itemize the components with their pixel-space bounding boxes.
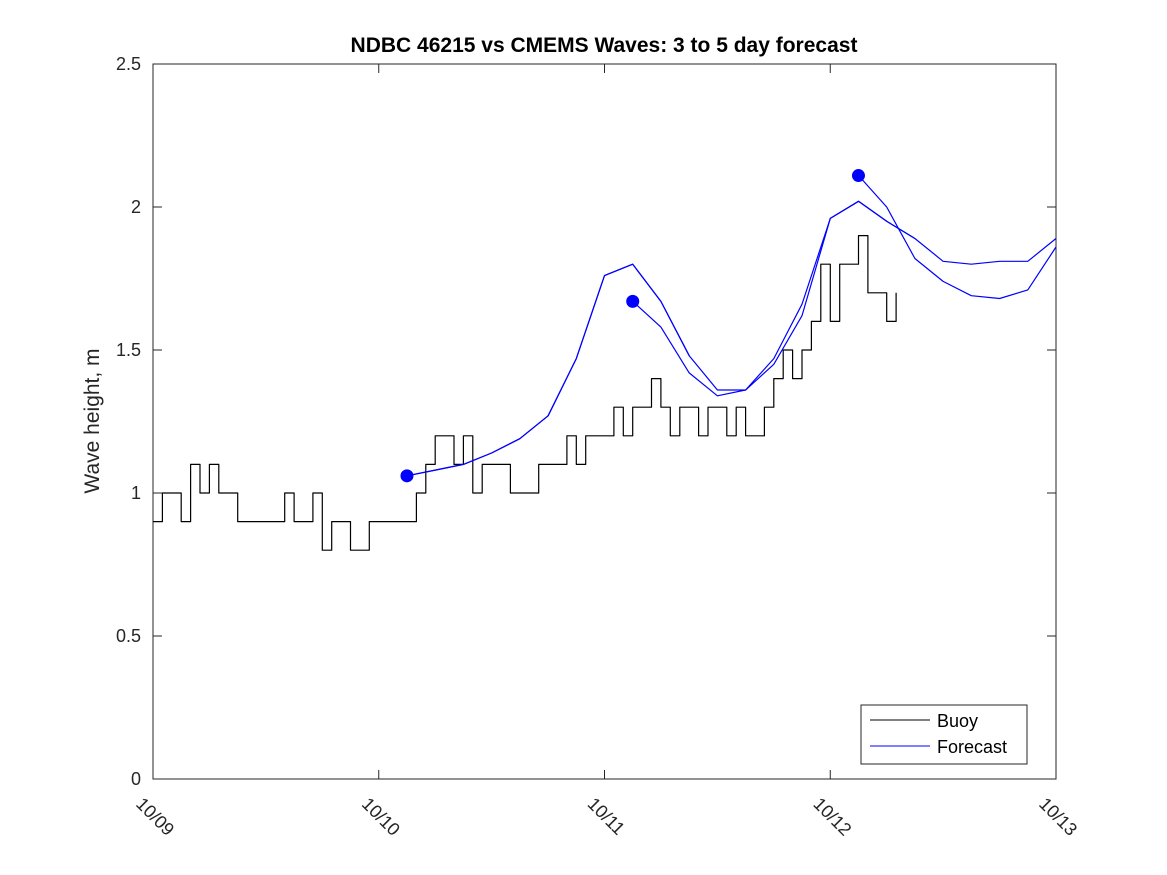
forecast-start-marker: [626, 294, 640, 308]
legend-buoy-label: Buoy: [937, 711, 978, 731]
forecast-run-line-2: [632, 200, 916, 397]
legend-forecast-label: Forecast: [937, 737, 1007, 757]
forecast-start-marker: [400, 469, 414, 483]
y-tick-label: 1: [131, 483, 141, 503]
plot-area: [152, 63, 1057, 780]
forecast-start-marker: [851, 169, 865, 183]
y-axis-label: Wave height, m: [81, 348, 104, 493]
y-tick-label: 1.5: [116, 340, 141, 360]
legend: Buoy Forecast: [860, 704, 1028, 765]
buoy-series-line: [153, 235, 897, 551]
legend-box: [860, 704, 1028, 765]
y-tick-label: 2: [131, 197, 141, 217]
y-tick-label: 0: [131, 769, 141, 789]
series-layer: [153, 169, 1057, 551]
y-axis: 0 0.5 1 1.5 2 2.5: [116, 54, 1056, 789]
chart-title: NDBC 46215 vs CMEMS Waves: 3 to 5 day fo…: [351, 34, 858, 57]
y-tick-label: 0.5: [116, 626, 141, 646]
forecast-run-line-1: [406, 263, 690, 477]
forecast-run-line-3: [858, 175, 1057, 300]
y-tick-label: 2.5: [116, 54, 141, 74]
